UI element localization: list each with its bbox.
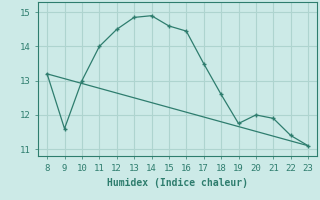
X-axis label: Humidex (Indice chaleur): Humidex (Indice chaleur)	[107, 178, 248, 188]
